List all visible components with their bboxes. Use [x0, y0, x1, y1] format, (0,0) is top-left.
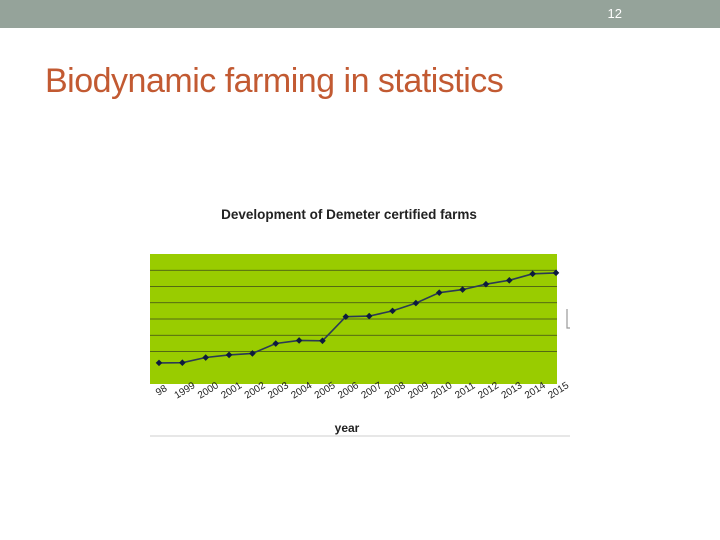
data-point-2004 [295, 337, 303, 344]
x-axis-title: year [335, 421, 360, 435]
data-point-1998 [155, 359, 163, 367]
legend-edge-fragment [566, 309, 570, 329]
data-point-2006 [342, 313, 350, 321]
data-point-2015 [552, 269, 560, 277]
chart-title: Development of Demeter certified farms [221, 207, 477, 222]
data-point-2005 [319, 337, 326, 345]
slide-header-bar: 12 [0, 0, 720, 28]
data-point-2009 [412, 299, 420, 307]
data-point-1999 [179, 359, 186, 367]
series-line [158, 272, 557, 364]
series-farms [155, 269, 560, 367]
data-point-2001 [225, 351, 233, 359]
data-point-2012 [482, 280, 490, 288]
data-point-2003 [272, 340, 280, 347]
data-point-2008 [389, 307, 396, 315]
data-point-2014 [529, 270, 536, 278]
gridlines [150, 269, 557, 352]
slide-title: Biodynamic farming in statistics [45, 62, 504, 100]
data-point-2000 [202, 354, 210, 361]
data-point-2011 [459, 286, 466, 293]
data-point-2010 [435, 289, 443, 296]
data-point-2002 [249, 350, 256, 357]
data-point-2013 [505, 277, 513, 284]
data-point-2007 [365, 312, 373, 320]
slide-number: 12 [607, 6, 622, 21]
x-tick-1998: 98 [154, 383, 170, 398]
